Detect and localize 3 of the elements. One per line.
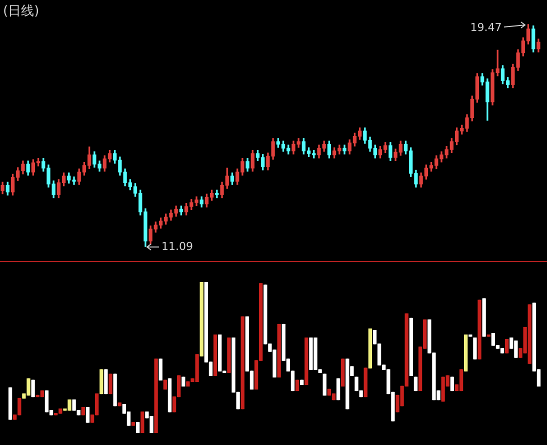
chart-title: (日线) [3, 3, 40, 20]
annotation: 19.47 [470, 21, 502, 34]
annotation: 11.09 [161, 240, 193, 253]
